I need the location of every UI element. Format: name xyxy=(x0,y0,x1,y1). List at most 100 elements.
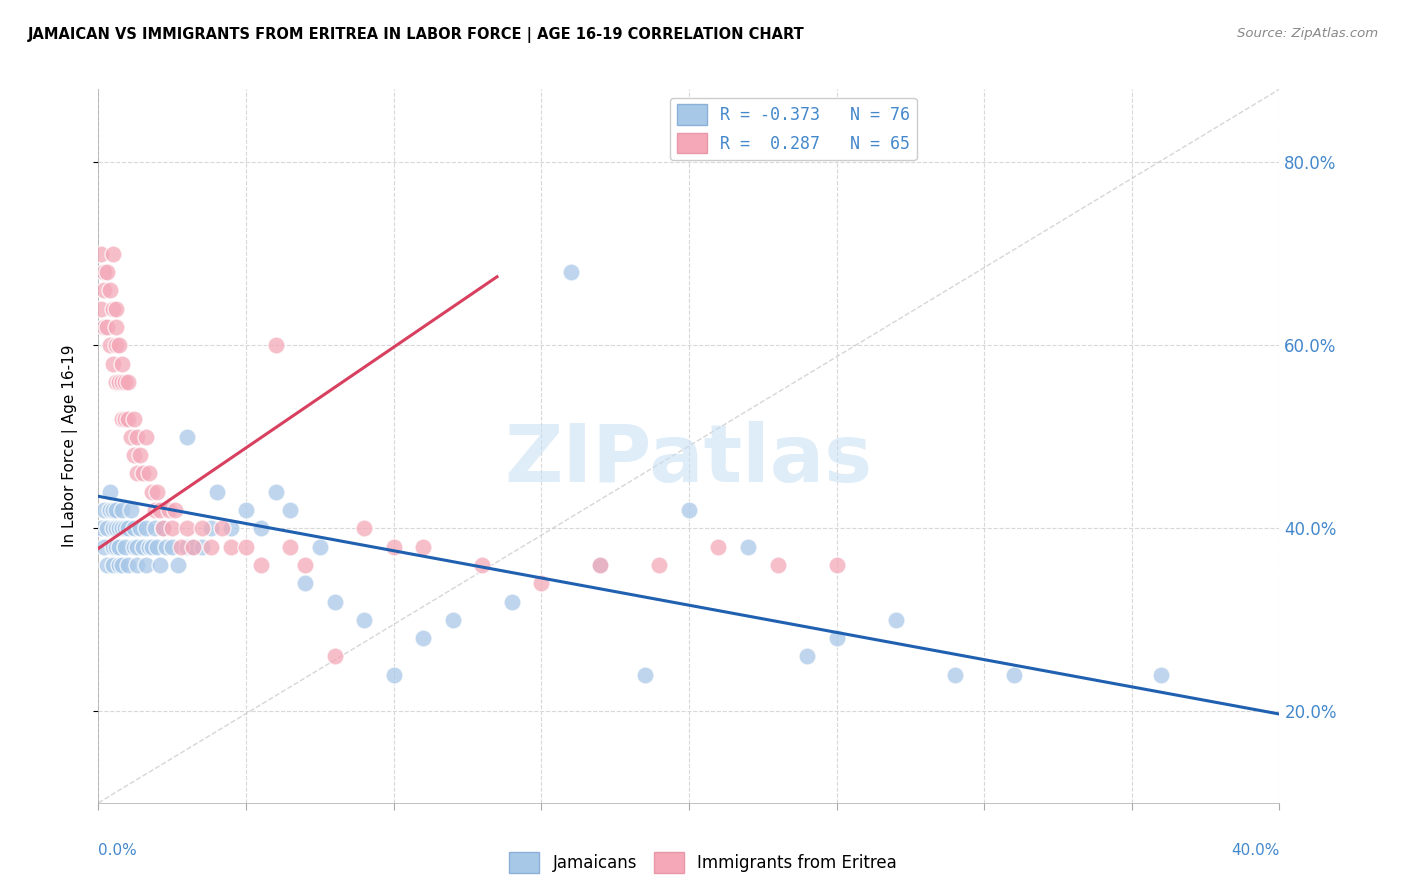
Point xyxy=(125,467,148,481)
Point xyxy=(141,540,163,554)
Point xyxy=(162,521,183,535)
Point xyxy=(93,540,115,554)
Point xyxy=(103,503,125,517)
Legend: R = -0.373   N = 76, R =  0.287   N = 65: R = -0.373 N = 76, R = 0.287 N = 65 xyxy=(671,97,917,160)
Text: Source: ZipAtlas.com: Source: ZipAtlas.com xyxy=(1237,27,1378,40)
Point xyxy=(108,375,131,389)
Point xyxy=(167,558,190,572)
Point xyxy=(200,521,222,535)
Point xyxy=(111,521,134,535)
Point xyxy=(278,540,302,554)
Point xyxy=(471,558,494,572)
Point xyxy=(114,411,136,425)
Text: 40.0%: 40.0% xyxy=(1232,843,1279,858)
Point xyxy=(264,338,287,352)
Y-axis label: In Labor Force | Age 16-19: In Labor Force | Age 16-19 xyxy=(62,344,77,548)
Text: ZIPatlas: ZIPatlas xyxy=(505,421,873,500)
Point xyxy=(105,301,128,316)
Point xyxy=(122,448,145,462)
Point xyxy=(589,558,612,572)
Point xyxy=(122,411,145,425)
Point xyxy=(589,558,612,572)
Point xyxy=(96,521,118,535)
Point xyxy=(1002,667,1025,681)
Point xyxy=(103,357,125,371)
Legend: Jamaicans, Immigrants from Eritrea: Jamaicans, Immigrants from Eritrea xyxy=(502,846,904,880)
Point xyxy=(132,467,155,481)
Point xyxy=(219,540,242,554)
Point xyxy=(707,540,730,554)
Point xyxy=(250,521,273,535)
Point xyxy=(278,503,302,517)
Point xyxy=(135,430,157,444)
Point xyxy=(200,540,222,554)
Point xyxy=(412,631,434,645)
Point xyxy=(143,521,166,535)
Point xyxy=(111,558,134,572)
Point xyxy=(143,503,166,517)
Point xyxy=(157,503,180,517)
Point xyxy=(117,521,139,535)
Point xyxy=(135,558,157,572)
Point xyxy=(128,521,150,535)
Point xyxy=(93,320,115,334)
Point xyxy=(146,484,169,499)
Point xyxy=(309,540,332,554)
Point xyxy=(766,558,789,572)
Point xyxy=(105,503,128,517)
Point xyxy=(105,521,128,535)
Point xyxy=(323,649,346,664)
Point xyxy=(176,430,198,444)
Point xyxy=(132,540,155,554)
Point xyxy=(96,320,118,334)
Point xyxy=(796,649,818,664)
Point xyxy=(117,558,139,572)
Point xyxy=(96,265,118,279)
Point xyxy=(560,265,582,279)
Point xyxy=(117,375,139,389)
Point xyxy=(235,503,257,517)
Point xyxy=(737,540,759,554)
Point xyxy=(825,631,848,645)
Point xyxy=(648,558,671,572)
Text: JAMAICAN VS IMMIGRANTS FROM ERITREA IN LABOR FORCE | AGE 16-19 CORRELATION CHART: JAMAICAN VS IMMIGRANTS FROM ERITREA IN L… xyxy=(28,27,804,43)
Point xyxy=(250,558,273,572)
Point xyxy=(111,357,134,371)
Point xyxy=(441,613,464,627)
Point xyxy=(149,503,172,517)
Point xyxy=(108,521,131,535)
Point xyxy=(382,540,405,554)
Point xyxy=(90,521,112,535)
Point xyxy=(235,540,257,554)
Point xyxy=(191,521,214,535)
Point xyxy=(105,375,128,389)
Point xyxy=(120,503,142,517)
Point xyxy=(219,521,242,535)
Point xyxy=(108,558,131,572)
Point xyxy=(114,375,136,389)
Point xyxy=(943,667,966,681)
Point xyxy=(103,301,125,316)
Point xyxy=(111,503,134,517)
Point xyxy=(181,540,204,554)
Point xyxy=(103,247,125,261)
Point xyxy=(176,521,198,535)
Point xyxy=(141,484,163,499)
Point xyxy=(122,521,145,535)
Point xyxy=(111,375,134,389)
Point xyxy=(176,540,198,554)
Point xyxy=(120,430,142,444)
Text: 0.0%: 0.0% xyxy=(98,843,138,858)
Point xyxy=(103,540,125,554)
Point xyxy=(138,540,160,554)
Point xyxy=(412,540,434,554)
Point xyxy=(264,484,287,499)
Point xyxy=(825,558,848,572)
Point xyxy=(93,265,115,279)
Point xyxy=(105,540,128,554)
Point xyxy=(162,540,183,554)
Point xyxy=(93,503,115,517)
Point xyxy=(530,576,553,591)
Point xyxy=(103,521,125,535)
Point xyxy=(103,558,125,572)
